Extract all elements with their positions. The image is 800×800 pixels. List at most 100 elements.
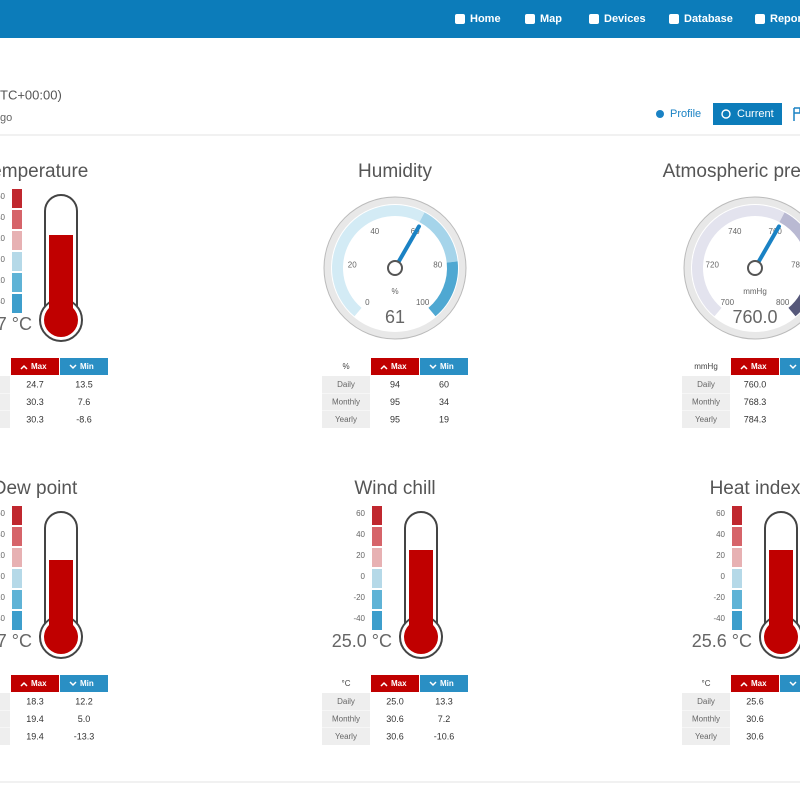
scale-label: 0 — [361, 572, 366, 581]
max-value: 24.7 — [26, 379, 44, 389]
scale-label: 60 — [716, 509, 725, 518]
info-icon — [656, 110, 664, 118]
caret-icon — [20, 681, 28, 687]
gauge-label: 80 — [433, 261, 442, 270]
column-header — [371, 675, 419, 692]
gauge-label: 0 — [365, 298, 370, 307]
scale-label: 20 — [356, 551, 365, 560]
gauge-band — [779, 212, 800, 243]
nav-icon — [525, 14, 535, 24]
current-button[interactable]: Current — [737, 108, 774, 120]
max-value: 30.6 — [386, 731, 404, 741]
scale-box — [372, 611, 382, 630]
panel-title: Heat index — [710, 478, 800, 499]
current-value: 25.0 °C — [332, 631, 392, 651]
column-header — [420, 675, 468, 692]
row-label-bg — [682, 693, 730, 710]
scale-label: 60 — [0, 192, 6, 201]
thermometer-bulb-fill — [404, 620, 438, 654]
nav-item[interactable]: Devices — [604, 13, 646, 25]
caret-icon — [429, 681, 437, 687]
scale-label: 20 — [716, 551, 725, 560]
current-value: 7 °C — [0, 631, 32, 651]
scale-label: 60 — [0, 509, 6, 518]
max-value: 768.3 — [744, 397, 767, 407]
panel-title: Atmospheric pressure — [663, 161, 800, 182]
row-label: Monthly — [692, 715, 720, 724]
scale-box — [12, 189, 22, 208]
profile-button[interactable]: Profile — [670, 108, 701, 120]
max-value: 94 — [390, 379, 400, 389]
column-header-text: Min — [440, 362, 454, 371]
min-value: -13.3 — [74, 731, 95, 741]
gauge-label: 780 — [791, 261, 800, 270]
current-value: 25.6 °C — [692, 631, 752, 651]
scale-label: 60 — [356, 509, 365, 518]
row-label: Daily — [337, 380, 355, 389]
column-header-text: Min — [80, 679, 94, 688]
row-label-bg — [322, 393, 370, 411]
panel-title: Temperature — [0, 161, 88, 182]
flag-icon — [793, 107, 800, 121]
caret-icon — [740, 364, 748, 370]
scale-box — [12, 231, 22, 250]
column-header — [371, 358, 419, 375]
min-value: 7.6 — [78, 397, 91, 407]
scale-label: 20 — [0, 551, 6, 560]
column-header — [780, 675, 800, 692]
gauge-label: 720 — [706, 261, 720, 270]
scale-label: 40 — [0, 213, 6, 222]
scale-label: 0 — [1, 572, 6, 581]
scale-label: 40 — [716, 530, 725, 539]
row-label: Monthly — [692, 398, 720, 407]
panel-title: Dew point — [0, 478, 78, 499]
nav-item[interactable]: Database — [684, 13, 733, 25]
scale-label: -40 — [713, 614, 725, 623]
scale-label: -20 — [353, 593, 365, 602]
caret-icon — [789, 364, 797, 370]
panel-title: Wind chill — [354, 478, 435, 499]
scale-label: 40 — [0, 530, 6, 539]
row-label-bg — [0, 693, 10, 710]
column-header — [420, 358, 468, 375]
current-value: 61 — [385, 307, 405, 327]
scale-box — [12, 294, 22, 313]
column-header-text: Max — [31, 362, 47, 371]
current-value: 7 °C — [0, 314, 32, 334]
gauge-hub — [387, 260, 403, 276]
nav-item[interactable]: Reports — [770, 13, 800, 25]
row-label: Monthly — [332, 715, 360, 724]
current-value: 760.0 — [732, 307, 777, 327]
row-label: Yearly — [695, 732, 717, 741]
column-header-text: Max — [751, 362, 767, 371]
row-label: Yearly — [335, 415, 357, 424]
table-unit: % — [342, 362, 349, 371]
column-header — [731, 675, 779, 692]
caret-icon — [380, 364, 388, 370]
gauge-unit: mmHg — [743, 287, 767, 296]
row-label-bg — [682, 728, 730, 745]
current-button-bg[interactable] — [713, 103, 782, 125]
scale-label: -20 — [713, 593, 725, 602]
column-header-text: Min — [80, 362, 94, 371]
gauge-label: 40 — [370, 227, 379, 236]
scale-label: 0 — [721, 572, 726, 581]
gauge-band — [788, 293, 800, 317]
min-value: 7.2 — [438, 714, 451, 724]
scale-label: -40 — [0, 614, 6, 623]
caret-icon — [380, 681, 388, 687]
gauge-label: 800 — [776, 298, 790, 307]
max-value: 95 — [390, 397, 400, 407]
scale-box — [372, 590, 382, 609]
min-value: -8.6 — [76, 414, 92, 424]
gauge-band — [331, 204, 425, 317]
row-label-bg — [682, 376, 730, 393]
column-header — [11, 675, 59, 692]
column-header-text: Max — [391, 679, 407, 688]
nav-icon — [589, 14, 599, 24]
nav-item[interactable]: Home — [470, 13, 501, 25]
nav-item[interactable]: Map — [540, 13, 562, 25]
last-update: go — [0, 112, 12, 124]
row-label-bg — [0, 728, 10, 745]
